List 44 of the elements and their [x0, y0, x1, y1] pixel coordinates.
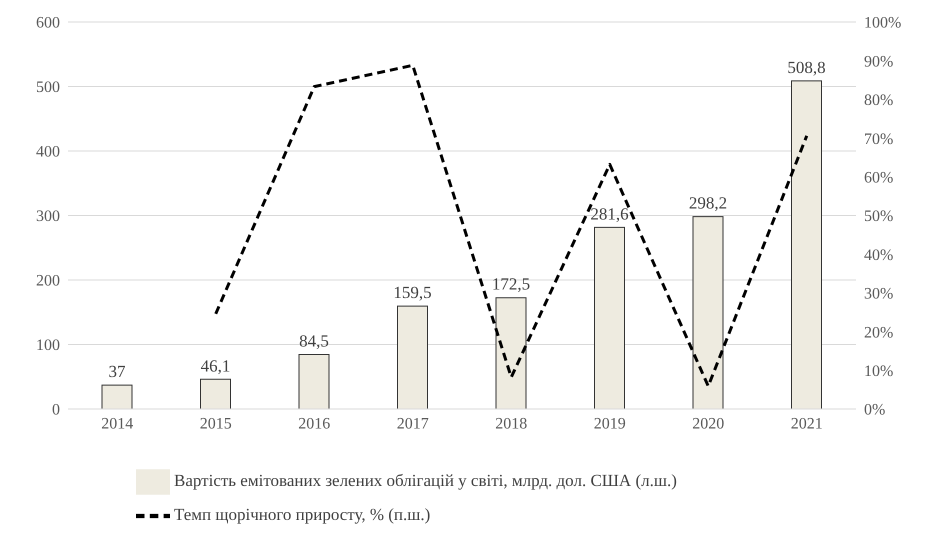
x-tick-label: 2019 [594, 415, 626, 432]
y-tick-label: 300 [36, 208, 60, 226]
y-tick-label: 200 [36, 272, 60, 290]
y-tick-label: 0 [52, 402, 60, 419]
bar [200, 378, 231, 409]
y2-tick-label: 0% [864, 402, 886, 419]
x-tick-label: 2020 [692, 415, 724, 432]
data-label: 298,2 [688, 194, 728, 213]
data-label: 84,5 [299, 331, 329, 350]
y2-tick-label: 20% [864, 324, 894, 342]
y2-tick-label: 10% [864, 362, 894, 380]
data-label: 159,5 [393, 283, 432, 302]
data-label: 46,1 [200, 356, 230, 376]
data-label: 37 [108, 362, 126, 382]
y2-tick-label: 50% [864, 208, 894, 226]
y2-tick-label: 80% [864, 92, 894, 110]
x-tick-label: 2015 [200, 415, 232, 432]
x-tick-label: 2021 [790, 415, 823, 432]
y-tick-label: 500 [36, 79, 60, 96]
bar [496, 297, 526, 409]
legend-label: Вартість емітованих зелених облігацій у світі, млрд. дол. США (л.ш.) [174, 470, 677, 490]
y2-tick-label: 30% [864, 286, 894, 303]
y2-tick-label: 40% [864, 246, 894, 264]
bar [397, 306, 428, 409]
x-tick-label: 2014 [101, 415, 134, 432]
bar [791, 80, 822, 409]
legend-label: Темп щорічного приросту, % (п.ш.) [174, 504, 430, 524]
data-label: 281,6 [590, 204, 629, 224]
y-tick-label: 400 [36, 144, 60, 161]
bar [298, 354, 330, 409]
bar [594, 226, 625, 409]
y2-tick-label: 60% [864, 169, 894, 186]
data-label: 508,8 [787, 58, 826, 77]
y2-tick-label: 90% [864, 53, 894, 70]
y-tick-label: 600 [36, 14, 60, 32]
bar [692, 216, 724, 409]
y2-tick-label: 100% [864, 14, 902, 32]
data-label: 172,5 [492, 274, 530, 294]
y-tick-label: 100 [36, 337, 60, 354]
x-tick-label: 2017 [396, 415, 429, 432]
x-tick-label: 2016 [298, 415, 330, 432]
x-tick-label: 2018 [495, 415, 528, 432]
y2-tick-label: 70% [864, 130, 894, 148]
bar [102, 384, 132, 409]
